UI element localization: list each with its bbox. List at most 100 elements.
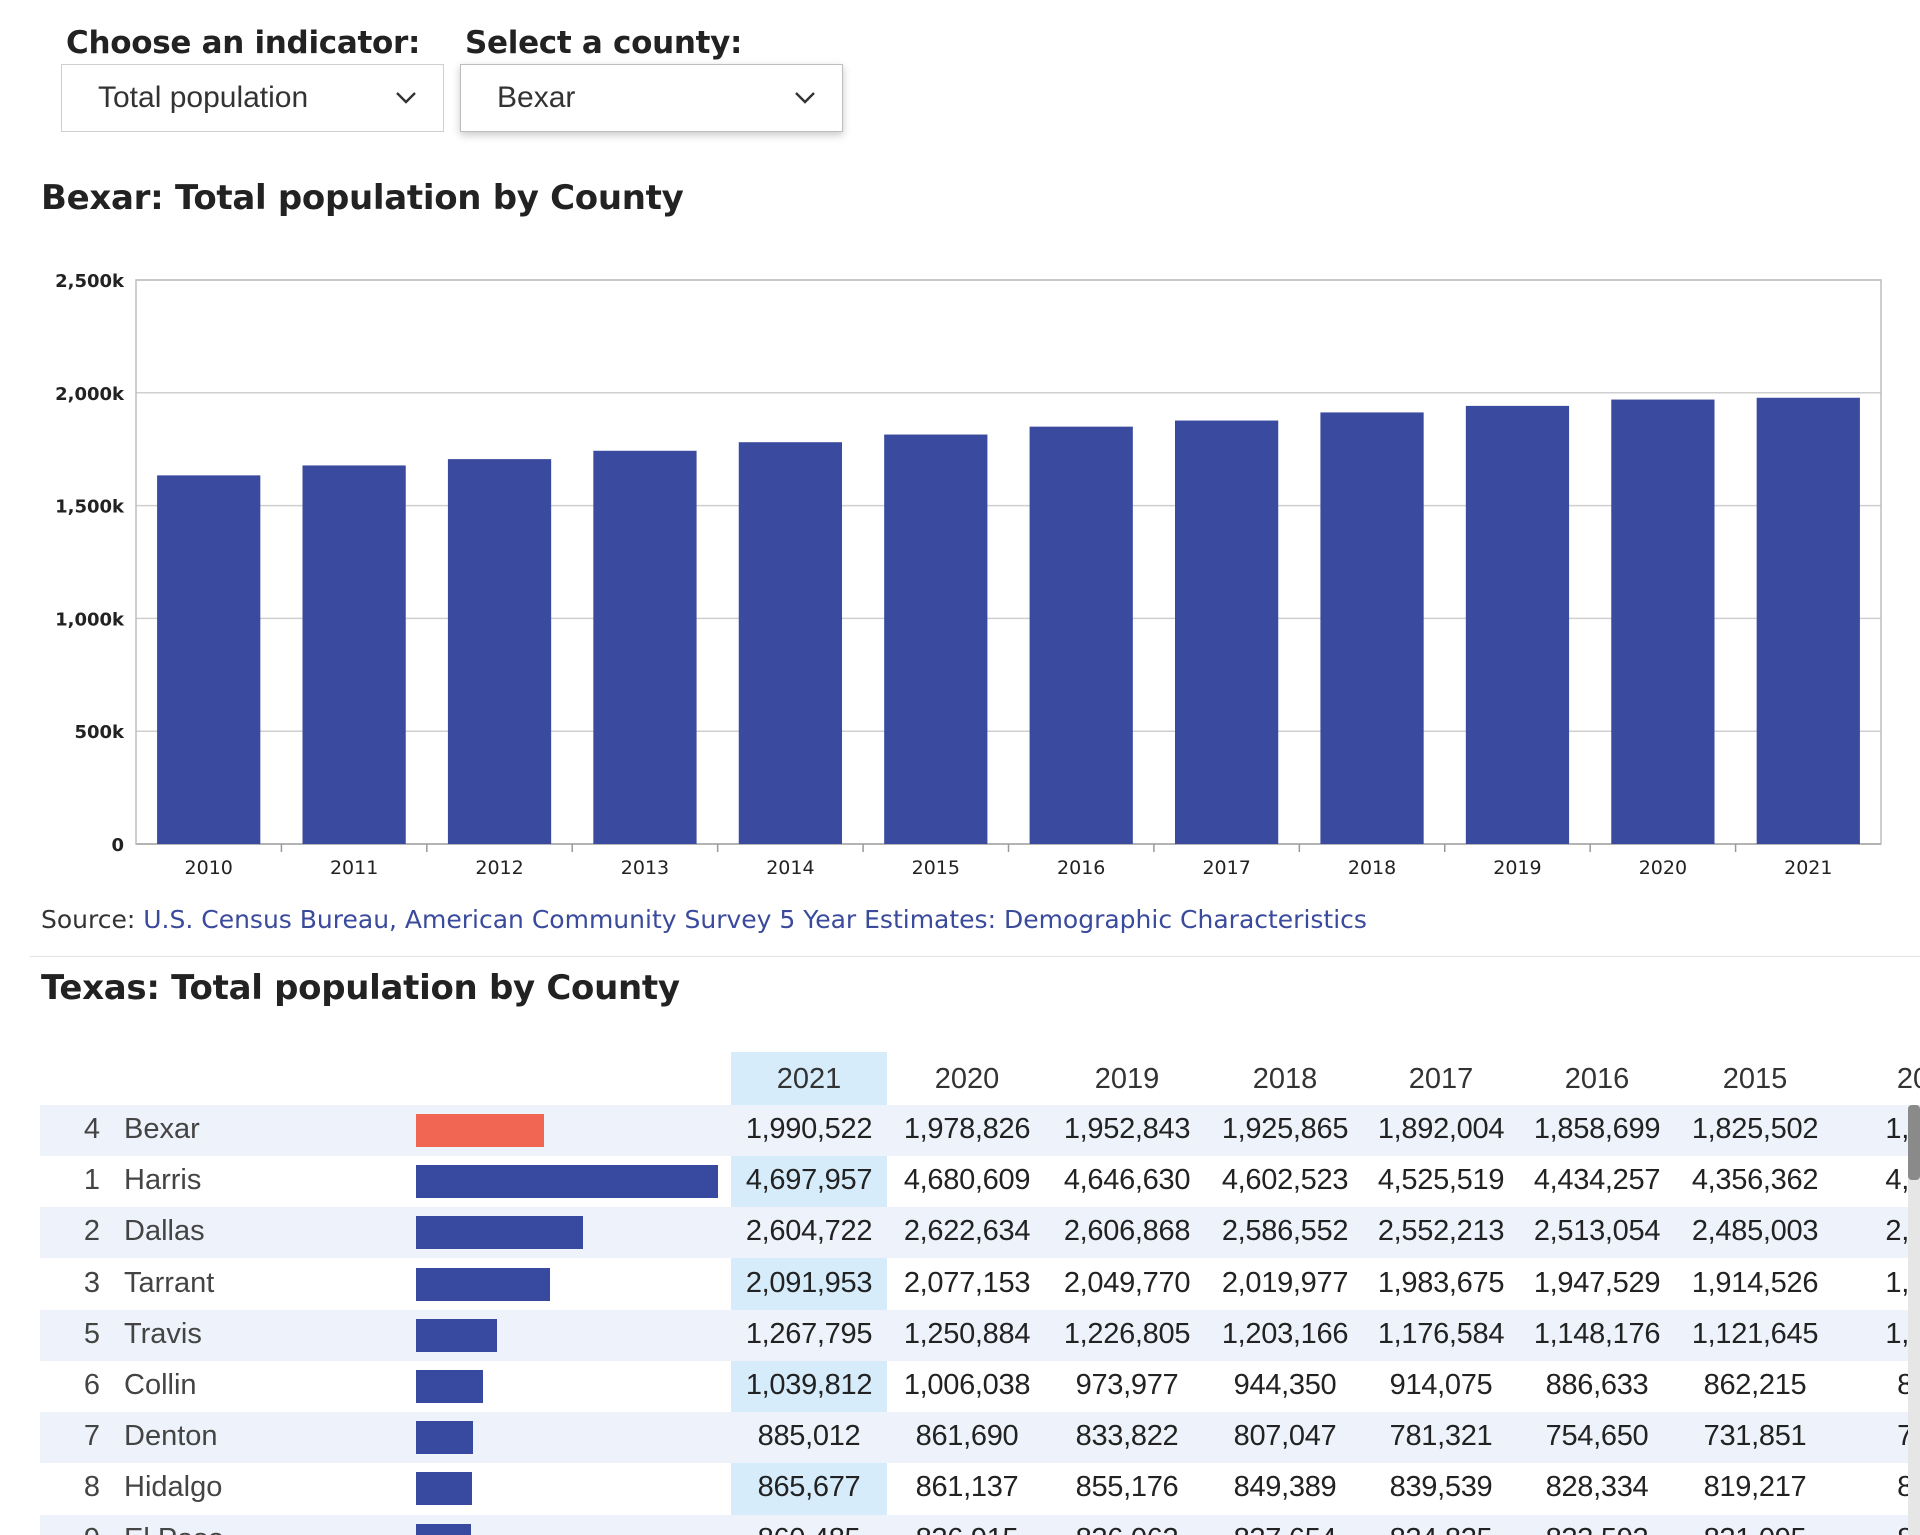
table-row[interactable]: 4 Bexar 1,990,522 1,978,826 1,952,843 1,925,8… — [40, 1105, 1920, 1156]
y-tick-label: 1,500k — [55, 497, 125, 518]
column-header-20[interactable]: 20 — [1896, 1063, 1920, 1095]
table-heading: Texas: Total population by County — [41, 968, 680, 1008]
column-header-2017[interactable]: 2017 — [1408, 1063, 1474, 1095]
bar-2014[interactable] — [738, 442, 842, 844]
row-rank: 2 — [83, 1215, 100, 1248]
row-cell-2020: 4,680,609 — [903, 1164, 1031, 1197]
row-county-name: Dallas — [124, 1215, 205, 1248]
row-cell-2021: 2,091,953 — [745, 1266, 873, 1299]
x-tick-label: 2017 — [1202, 857, 1250, 879]
bar-2016[interactable] — [1029, 426, 1133, 844]
column-header-2015[interactable]: 2015 — [1722, 1063, 1788, 1095]
row-cell-2016: 1,858,699 — [1533, 1113, 1661, 1145]
source-link[interactable]: U.S. Census Bureau, American Community S… — [143, 905, 1367, 934]
x-tick-label: 2010 — [185, 857, 233, 879]
row-county-name: Collin — [124, 1369, 197, 1401]
y-tick-label: 2,500k — [55, 271, 125, 292]
bar-2017[interactable] — [1175, 420, 1279, 844]
row-cell-2019: 2,606,868 — [1063, 1215, 1191, 1248]
bar-2020[interactable] — [1611, 399, 1715, 844]
x-tick-label: 2021 — [1784, 857, 1832, 879]
bar-2011[interactable] — [302, 465, 406, 844]
row-county-name: Travis — [124, 1317, 202, 1350]
bar-2012[interactable] — [447, 459, 552, 844]
row-cell-2020: 836,915 — [889, 1523, 1045, 1535]
table-scrollbar-track[interactable] — [1908, 1105, 1920, 1535]
table-row[interactable]: 2 Dallas 2,604,722 2,622,634 2,606,868 2,586,… — [40, 1207, 1920, 1259]
table-row[interactable]: 1 Harris 4,697,957 4,680,609 4,646,630 4,602,… — [40, 1156, 1920, 1207]
column-header-2020[interactable]: 2020 — [934, 1063, 1000, 1095]
row-cell-2018: 849,389 — [1233, 1471, 1337, 1504]
row-cell-2016: 833,592 — [1519, 1523, 1675, 1535]
bar-2021[interactable] — [1756, 397, 1860, 844]
row-cell-2017: 2,552,213 — [1377, 1215, 1505, 1248]
table-row[interactable]: 8 Hidalgo 865,677 861,137 855,176 849,389 839,… — [40, 1463, 1920, 1514]
row-cell-2015: 1,825,502 — [1691, 1113, 1819, 1145]
row-cell-2018: 944,350 — [1233, 1369, 1337, 1401]
row-inline-bar — [416, 1318, 497, 1352]
row-rank: 4 — [83, 1113, 100, 1145]
row-cell-2021: 1,039,812 — [745, 1369, 873, 1401]
row-cell-2016: 886,633 — [1545, 1369, 1649, 1401]
x-tick-label: 2018 — [1348, 857, 1396, 879]
row-inline-bar — [416, 1472, 472, 1506]
row-cell-2015: 4,356,362 — [1691, 1164, 1819, 1197]
row-cell-2021: 865,677 — [757, 1471, 861, 1504]
column-header-2019[interactable]: 2019 — [1094, 1063, 1160, 1095]
row-rank: 5 — [83, 1317, 100, 1350]
county-label: Select a county: — [465, 25, 743, 61]
county-select[interactable]: Bexar — [460, 64, 843, 132]
row-cell-2020: 1,250,884 — [903, 1317, 1031, 1350]
chart-heading: Bexar: Total population by County — [41, 178, 684, 218]
row-cell-2020: 861,137 — [915, 1471, 1019, 1504]
source-line: Source: U.S. Census Bureau, American Com… — [41, 905, 1367, 934]
x-tick-label: 2020 — [1639, 857, 1687, 879]
table-row[interactable]: 3 Tarrant 2,091,953 2,077,153 2,049,770 2,019… — [40, 1259, 1920, 1310]
y-tick-label: 2,000k — [55, 384, 125, 405]
row-county-name: Denton — [124, 1420, 218, 1453]
table-scrollbar-thumb[interactable] — [1908, 1105, 1920, 1180]
row-cell-2018: 2,586,552 — [1221, 1215, 1349, 1248]
bar-2010[interactable] — [157, 475, 261, 844]
column-header-2021[interactable]: 2021 — [776, 1063, 842, 1095]
row-cell-2018: 4,602,523 — [1221, 1164, 1349, 1197]
bar-2018[interactable] — [1320, 412, 1424, 844]
section-divider — [30, 956, 1920, 957]
row-inline-bar — [416, 1523, 471, 1535]
bar-2019[interactable] — [1465, 405, 1570, 844]
bar-2015[interactable] — [884, 434, 988, 844]
x-tick-label: 2012 — [475, 857, 523, 879]
x-tick-label: 2013 — [621, 857, 669, 879]
indicator-select[interactable]: Total population — [61, 64, 444, 132]
row-cell-2017: 1,983,675 — [1377, 1266, 1505, 1299]
bar-2013[interactable] — [593, 450, 697, 844]
county-select-value: Bexar — [497, 81, 576, 114]
table-row[interactable]: 5 Travis 1,267,795 1,250,884 1,226,805 1,203,… — [40, 1309, 1920, 1361]
table-row[interactable]: 7 Denton 885,012 861,690 833,822 807,047 781,3… — [40, 1412, 1920, 1464]
table-row[interactable]: 6 Collin 1,039,812 1,006,038 973,977 944,350 9… — [40, 1361, 1920, 1412]
column-header-2018[interactable]: 2018 — [1252, 1063, 1318, 1095]
row-cell-2019: 1,226,805 — [1063, 1317, 1191, 1350]
row-cell-2021: 860,485 — [731, 1523, 887, 1535]
indicator-select-value: Total population — [98, 81, 309, 114]
row-cell-2015: 862,215 — [1703, 1369, 1807, 1401]
row-cell-2015: 819,217 — [1703, 1471, 1807, 1504]
row-cell-2018: 2,019,977 — [1221, 1266, 1349, 1299]
row-cell-2019: 836,062 — [1049, 1523, 1205, 1535]
row-inline-bar — [416, 1370, 483, 1403]
x-tick-label: 2011 — [330, 857, 378, 879]
x-tick-label: 2014 — [766, 857, 814, 879]
row-cell-2018: 1,203,166 — [1221, 1317, 1349, 1350]
row-cell-2017: 1,176,584 — [1377, 1317, 1505, 1350]
row-cell-2019: 973,977 — [1075, 1369, 1179, 1401]
row-county-name: Tarrant — [124, 1266, 215, 1299]
row-rank: 6 — [83, 1369, 100, 1401]
table-row[interactable]: 9 El Paso 860,485836,915 836,062837,654834,… — [40, 1514, 1920, 1535]
row-cell-2018: 1,925,865 — [1221, 1113, 1349, 1145]
column-header-2016[interactable]: 2016 — [1564, 1063, 1630, 1095]
row-cell-2020: 1,006,038 — [903, 1369, 1031, 1401]
row-rank: 3 — [83, 1266, 100, 1299]
row-cell-2016: 1,947,529 — [1533, 1266, 1661, 1299]
row-cell-2018: 837,654 — [1207, 1523, 1363, 1535]
row-cell-2019: 1,952,843 — [1063, 1113, 1191, 1145]
